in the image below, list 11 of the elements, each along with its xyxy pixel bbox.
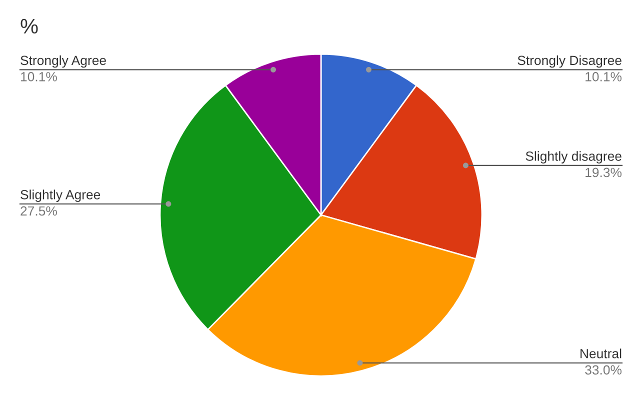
data-label: 19.3% <box>586 168 622 178</box>
data-label: 33.0% <box>585 365 622 375</box>
slice-label: Strongly Disagree <box>518 55 622 68</box>
data-label: 10.1% <box>586 72 622 82</box>
chart-title: % <box>20 18 38 34</box>
data-label: 10.1% <box>21 72 57 82</box>
slice-label: Slightly Agree <box>20 190 100 202</box>
slice-label: Neutral <box>580 348 622 358</box>
slice-label: Strongly Agree <box>20 55 106 68</box>
slice-label: Slightly disagree <box>526 151 622 164</box>
data-label: 27.5% <box>20 206 57 216</box>
